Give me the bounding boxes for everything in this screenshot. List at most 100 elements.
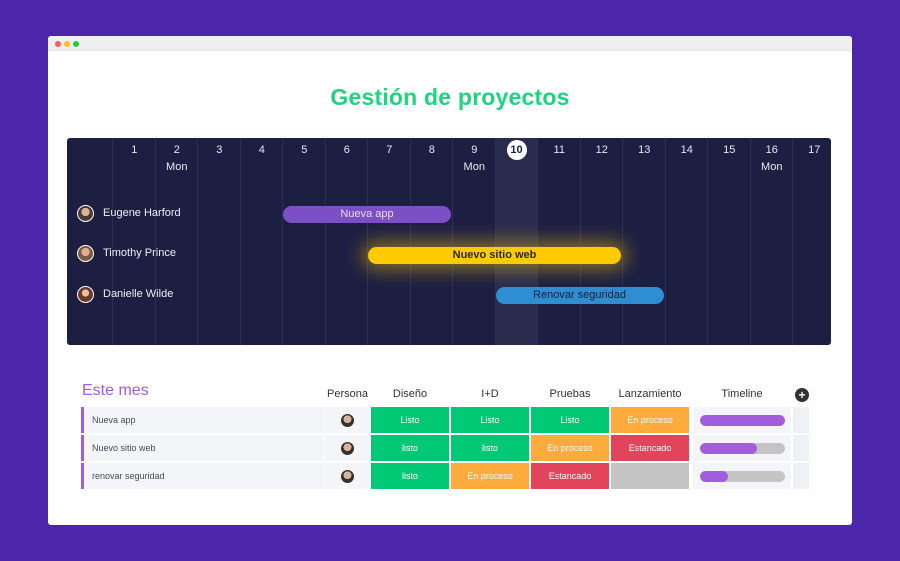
window-titlebar xyxy=(48,36,852,51)
person-cell[interactable] xyxy=(325,435,370,461)
day-number: 8 xyxy=(428,144,435,156)
item-name[interactable]: Nuevo sitio web xyxy=(81,435,324,461)
column-header-timeline[interactable]: Timeline xyxy=(721,388,763,400)
day-number: 2 xyxy=(173,144,180,156)
gantt-person-timothy[interactable]: Timothy Prince xyxy=(77,244,176,262)
gantt-day-column: 12 xyxy=(579,138,623,345)
minimize-window-dot[interactable] xyxy=(64,41,70,47)
timeline-fill xyxy=(699,414,785,426)
row-end-cell xyxy=(793,463,809,489)
day-number: 6 xyxy=(343,144,350,156)
gantt-day-column: 11 xyxy=(537,138,580,345)
column-header-diseno[interactable]: Diseño xyxy=(392,388,428,400)
day-number: 7 xyxy=(386,144,393,156)
timeline-fill xyxy=(699,442,758,454)
day-number: 11 xyxy=(553,144,565,156)
day-number: 12 xyxy=(595,144,608,156)
gantt-day-column: 2 Mon xyxy=(154,138,198,345)
gantt-bar-nueva-app[interactable]: Nueva app xyxy=(283,206,451,223)
status-lanzamiento[interactable] xyxy=(611,463,689,489)
status-lanzamiento[interactable]: Estancado xyxy=(611,435,689,461)
day-number: 3 xyxy=(216,144,223,156)
gantt-day-column: 6 xyxy=(324,138,368,345)
timeline-cell[interactable] xyxy=(693,435,791,461)
item-name[interactable]: renovar seguridad xyxy=(81,463,324,489)
day-number: 10 xyxy=(506,140,527,160)
day-number: 4 xyxy=(258,144,265,156)
gantt-day-column: 1 xyxy=(112,138,155,345)
gantt-day-column: 15 xyxy=(707,138,750,345)
day-number: 1 xyxy=(131,144,138,156)
gantt-day-column: 3 xyxy=(197,138,240,345)
status-lanzamiento[interactable]: En proceso xyxy=(611,407,689,433)
avatar xyxy=(77,244,94,262)
gantt-bar-nuevo-sitio-web[interactable]: Nuevo sitio web xyxy=(368,247,621,264)
table-row[interactable]: Nueva app Listo Listo Listo En proceso xyxy=(81,407,811,433)
timeline-cell[interactable] xyxy=(693,407,791,433)
gantt-day-column: 10 xyxy=(494,138,537,345)
timeline-cell[interactable] xyxy=(693,463,791,489)
gantt-chart: 1 2 Mon 3 4 5 6 7 8 9 Mon 10 11 12 13 14 15 16 Mon 17 Eugen… xyxy=(67,138,831,345)
app-window: Gestión de proyectos 1 2 Mon 3 4 5 6 7 8 9 Mon 10 11… xyxy=(48,36,852,525)
person-name: Danielle Wilde xyxy=(103,288,174,300)
avatar xyxy=(341,441,354,455)
column-header-lanzamiento[interactable]: Lanzamiento xyxy=(618,388,682,400)
timeline-track xyxy=(699,442,785,454)
day-number: 17 xyxy=(808,144,821,156)
gantt-day-column: 7 xyxy=(367,138,410,345)
timeline-fill xyxy=(699,470,728,482)
timeline-track xyxy=(699,470,785,482)
gantt-day-column: 4 xyxy=(239,138,283,345)
status-diseno[interactable]: Listo xyxy=(371,407,449,433)
add-column-icon[interactable]: + xyxy=(795,388,809,402)
gantt-bar-renovar-seguridad[interactable]: Renovar seguridad xyxy=(495,287,664,304)
avatar xyxy=(341,413,354,427)
gantt-day-column: 5 xyxy=(282,138,325,345)
status-id[interactable]: Listo xyxy=(451,407,529,433)
day-number: 5 xyxy=(301,144,308,156)
person-cell[interactable] xyxy=(325,463,370,489)
gantt-person-eugene[interactable]: Eugene Harford xyxy=(77,204,181,222)
table-group-title[interactable]: Este mes xyxy=(82,382,149,399)
avatar xyxy=(77,204,94,222)
avatar xyxy=(341,469,354,483)
row-end-cell xyxy=(793,435,809,461)
timeline-track xyxy=(699,414,785,426)
column-header-pruebas[interactable]: Pruebas xyxy=(549,388,591,400)
day-number: 14 xyxy=(680,144,693,156)
page-title: Gestión de proyectos xyxy=(330,84,570,110)
row-end-cell xyxy=(793,407,809,433)
status-diseno[interactable]: listo xyxy=(371,463,449,489)
status-pruebas[interactable]: Listo xyxy=(531,407,609,433)
maximize-window-dot[interactable] xyxy=(73,41,79,47)
gantt-day-column: 17 xyxy=(792,138,831,345)
gantt-day-column: 9 Mon xyxy=(452,138,495,345)
person-name: Timothy Prince xyxy=(103,247,176,259)
item-name[interactable]: Nueva app xyxy=(81,407,324,433)
close-window-dot[interactable] xyxy=(55,41,61,47)
column-header-id[interactable]: I+D xyxy=(481,388,499,400)
gantt-day-column: 13 xyxy=(622,138,665,345)
person-cell[interactable] xyxy=(325,407,370,433)
person-name: Eugene Harford xyxy=(103,207,181,219)
status-pruebas[interactable]: En proceso xyxy=(531,435,609,461)
avatar xyxy=(77,285,94,303)
table-row[interactable]: renovar seguridad listo En proceso Estan… xyxy=(81,463,811,489)
gantt-day-column: 14 xyxy=(664,138,708,345)
column-header-persona[interactable]: Persona xyxy=(327,388,368,400)
day-number: 16 xyxy=(765,144,778,156)
day-name: Mon xyxy=(463,161,485,173)
status-pruebas[interactable]: Estancado xyxy=(531,463,609,489)
day-number: 15 xyxy=(723,144,736,156)
day-name: Mon xyxy=(166,161,188,173)
table-row[interactable]: Nuevo sitio web listo listo En proceso E… xyxy=(81,435,811,461)
day-number: 9 xyxy=(471,144,478,156)
status-id[interactable]: listo xyxy=(451,435,529,461)
day-number: 13 xyxy=(638,144,651,156)
gantt-day-column: 8 xyxy=(409,138,453,345)
day-name: Mon xyxy=(761,161,783,173)
status-id[interactable]: En proceso xyxy=(451,463,529,489)
gantt-person-danielle[interactable]: Danielle Wilde xyxy=(77,285,173,303)
status-diseno[interactable]: listo xyxy=(371,435,449,461)
gantt-day-column: 16 Mon xyxy=(749,138,793,345)
